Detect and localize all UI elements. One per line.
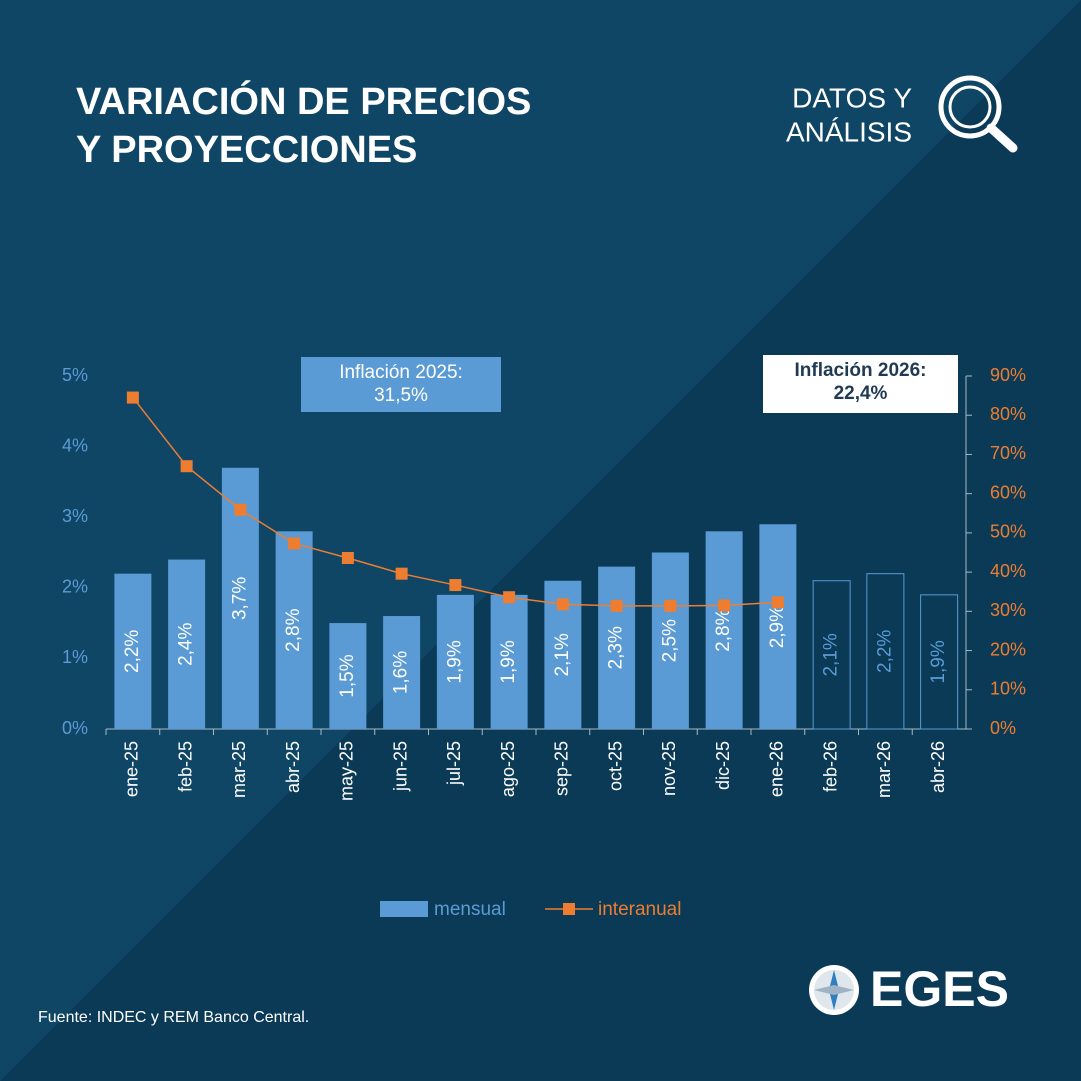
annotation-text: Inflación 2025: xyxy=(339,362,463,383)
y2-tick-label: 30% xyxy=(990,600,1026,620)
annotation-box xyxy=(301,357,501,412)
bar xyxy=(705,531,743,729)
x-tick-label: sep-25 xyxy=(552,741,572,796)
bar-value-label: 2,1% xyxy=(552,633,573,676)
y2-tick-label: 20% xyxy=(990,639,1026,659)
x-tick-label: oct-25 xyxy=(605,741,625,791)
bar-value-label: 2,2% xyxy=(122,630,143,673)
bar-value-label: 1,9% xyxy=(498,640,519,683)
line-marker xyxy=(234,503,247,516)
badge-text: DATOS Y xyxy=(792,82,912,113)
bar xyxy=(329,623,367,729)
x-tick-label: nov-25 xyxy=(659,741,679,796)
y2-tick-label: 60% xyxy=(990,482,1026,502)
bar xyxy=(490,594,528,729)
badge-text: ANÁLISIS xyxy=(786,116,912,147)
bar-value-label: 1,9% xyxy=(444,640,465,683)
bar xyxy=(920,594,959,730)
annotation-box xyxy=(763,355,958,413)
bar xyxy=(598,566,636,729)
bar xyxy=(275,531,313,729)
y2-tick-label: 40% xyxy=(990,561,1026,581)
y2-tick-label: 50% xyxy=(990,522,1026,542)
y2-tick-label: 10% xyxy=(990,679,1026,699)
search-icon xyxy=(938,75,1018,153)
y2-tick-label: 90% xyxy=(990,365,1026,385)
bar-value-label: 2,5% xyxy=(659,619,680,662)
line-marker xyxy=(126,391,139,404)
source: Fuente: INDEC y REM Banco Central. xyxy=(38,1009,309,1026)
x-tick-label: abr-26 xyxy=(928,741,948,793)
title: VARIACIÓN DE PRECIOS xyxy=(76,79,531,123)
annotation-text: Inflación 2026: xyxy=(795,360,927,381)
bar-value-label: 2,8% xyxy=(283,608,304,651)
bar-value-label: 2,3% xyxy=(606,626,627,669)
x-tick-label: jun-25 xyxy=(390,741,410,792)
bar xyxy=(168,559,206,729)
x-tick-label: ago-25 xyxy=(498,741,518,797)
x-tick-label: dic-25 xyxy=(713,741,733,790)
logo-mark xyxy=(809,965,859,1015)
x-tick-label: mar-25 xyxy=(229,741,249,798)
bar-value-label: 2,1% xyxy=(821,633,842,676)
line-marker xyxy=(771,596,784,609)
x-tick-label: feb-25 xyxy=(175,741,195,792)
line-marker xyxy=(556,598,569,611)
bar xyxy=(651,552,689,729)
y-tick-label: 4% xyxy=(62,435,88,455)
bar xyxy=(866,573,905,730)
bar xyxy=(383,616,421,729)
logo: EGES xyxy=(870,961,1009,1017)
y-tick-label: 2% xyxy=(62,577,88,597)
x-tick-label: may-25 xyxy=(337,741,357,801)
y2-tick-label: 80% xyxy=(990,404,1026,424)
annotation-text: 22,4% xyxy=(834,383,888,404)
line-marker xyxy=(341,551,354,564)
y-tick-label: 0% xyxy=(62,718,88,738)
line-marker xyxy=(503,591,516,604)
bar xyxy=(759,524,797,729)
bar-value-label: 1,9% xyxy=(928,640,949,683)
line-marker xyxy=(449,579,462,592)
y2-tick-label: 0% xyxy=(990,718,1016,738)
y2-tick-label: 70% xyxy=(990,443,1026,463)
x-tick-label: mar-26 xyxy=(874,741,894,798)
line-marker xyxy=(664,599,677,612)
title: Y PROYECCIONES xyxy=(76,129,417,171)
bar-value-label: 1,6% xyxy=(391,651,412,694)
line-marker xyxy=(718,599,731,612)
legend-swatch xyxy=(380,901,428,917)
line-marker xyxy=(180,460,193,473)
bar-value-label: 2,8% xyxy=(713,608,734,651)
x-tick-label: ene-26 xyxy=(767,741,787,797)
x-tick-label: jul-25 xyxy=(444,741,464,786)
x-tick-label: abr-25 xyxy=(283,741,303,793)
bar xyxy=(436,594,474,729)
y-tick-label: 5% xyxy=(62,365,88,385)
x-tick-label: ene-25 xyxy=(122,741,142,797)
line-marker xyxy=(288,537,301,550)
line-marker xyxy=(395,567,408,580)
legend-marker xyxy=(563,903,575,915)
bar-value-label: 2,2% xyxy=(874,630,895,673)
y-tick-label: 3% xyxy=(62,506,88,526)
bar xyxy=(114,573,152,729)
annotation-text: 31,5% xyxy=(374,385,428,406)
y-tick-label: 1% xyxy=(62,647,88,667)
bar-value-label: 2,4% xyxy=(176,623,197,666)
bar-value-label: 3,7% xyxy=(229,577,250,620)
legend-label: mensual xyxy=(434,899,506,920)
x-tick-label: feb-26 xyxy=(820,741,840,792)
line-marker xyxy=(610,599,623,612)
bar xyxy=(812,580,851,730)
bar-value-label: 1,5% xyxy=(337,654,358,697)
bar-value-label: 2,9% xyxy=(767,605,788,648)
legend-label: interanual xyxy=(598,899,681,920)
